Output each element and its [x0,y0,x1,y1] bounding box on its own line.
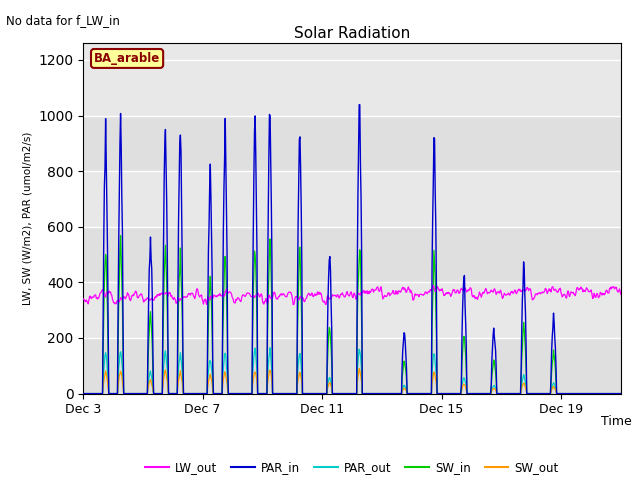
Bar [83,116,621,171]
Y-axis label: LW, SW (W/m2), PAR (umol/m2/s): LW, SW (W/m2), PAR (umol/m2/s) [23,132,33,305]
Text: BA_arable: BA_arable [94,52,160,65]
X-axis label: Time: Time [601,415,632,428]
Bar [83,338,621,394]
Bar [83,227,621,282]
Text: No data for f_LW_in: No data for f_LW_in [6,14,120,27]
Legend: LW_out, PAR_in, PAR_out, SW_in, SW_out: LW_out, PAR_in, PAR_out, SW_in, SW_out [141,456,563,479]
Title: Solar Radiation: Solar Radiation [294,25,410,41]
